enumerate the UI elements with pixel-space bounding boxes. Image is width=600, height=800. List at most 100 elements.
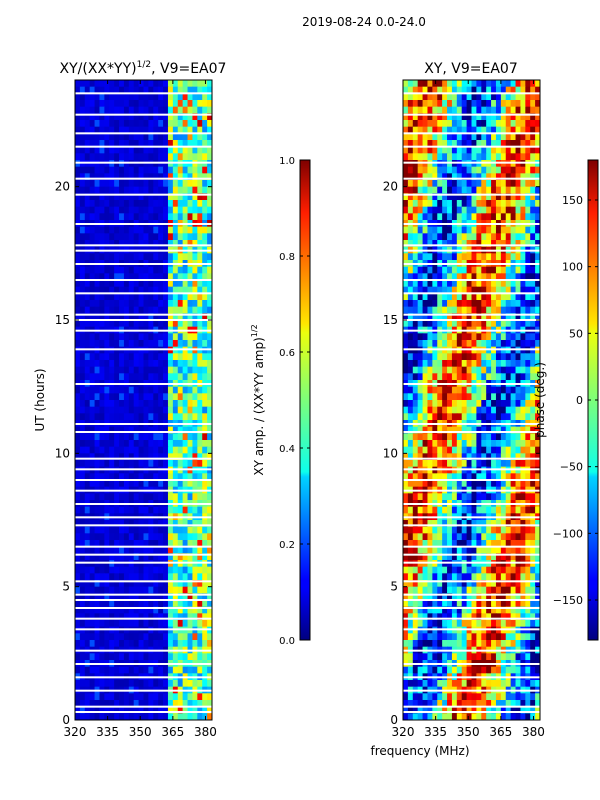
heatmap-cell [461,440,468,448]
heatmap-cell [153,286,159,294]
heatmap-cell [491,446,497,454]
heatmap-cell [505,86,512,94]
heatmap-cell [119,606,125,614]
heatmap-cell [466,493,473,501]
heatmap-cell [187,640,194,648]
heatmap-cell [138,266,145,274]
heatmap-cell [187,146,194,154]
heatmap-cell [133,226,140,234]
heatmap-cell [123,100,130,108]
heatmap-cell [163,373,169,381]
heatmap-cell [447,293,453,301]
heatmap-cell [491,306,497,314]
heatmap-cell [128,613,135,621]
heatmap-cell [510,520,517,528]
heatmap-cell [84,80,91,88]
heatmap-cell [104,306,110,314]
heatmap-cell [491,133,497,141]
heatmap-cell [197,413,203,421]
heatmap-cell [114,93,120,101]
flagged-row [75,479,212,481]
heatmap-cell [148,253,154,261]
heatmap-cell [197,593,203,601]
heatmap-cell [407,126,414,134]
heatmap-cell [207,593,212,601]
heatmap-cell [94,426,101,434]
heatmap-cell [510,153,517,161]
heatmap-cell [481,426,487,434]
heatmap-cell [75,240,81,248]
heatmap-cell [94,680,101,688]
heatmap-cell [177,573,184,581]
heatmap-cell [89,453,96,461]
heatmap-cell [207,133,212,141]
heatmap-cell [432,506,438,514]
flagged-row [75,649,212,652]
heatmap-cell [84,86,91,94]
heatmap-cell [138,300,145,308]
heatmap-cell [442,93,448,101]
heatmap-cell [133,600,140,608]
heatmap-cell [192,286,198,294]
heatmap-cell [104,233,110,241]
heatmap-cell [163,386,169,394]
heatmap-cell [525,453,531,461]
heatmap-cell [119,86,125,94]
heatmap-cell [202,453,208,461]
heatmap-cell [437,320,443,328]
heatmap-cell [500,200,507,208]
heatmap-cell [163,460,169,468]
heatmap-cell [417,320,424,328]
heatmap-cell [172,253,179,261]
heatmap-cell [520,120,526,128]
heatmap-cell [138,80,145,88]
heatmap-cell [94,580,101,588]
heatmap-cell [417,453,424,461]
heatmap-cell [495,146,502,154]
heatmap-cell [495,200,502,208]
heatmap-cell [192,426,198,434]
heatmap-cell [476,300,482,308]
heatmap-cell [451,93,458,101]
heatmap-cell [447,100,453,108]
heatmap-cell [143,653,149,661]
heatmap-cell [432,193,438,201]
heatmap-cell [417,280,424,288]
heatmap-cell [167,353,174,361]
heatmap-cell [481,566,487,574]
heatmap-cell [476,320,482,328]
heatmap-cell [500,460,507,468]
heatmap-cell [75,593,81,601]
heatmap-cell [207,333,212,341]
heatmap-cell [412,460,419,468]
heatmap-cell [495,106,502,114]
heatmap-cell [481,226,487,234]
heatmap-cell [163,600,169,608]
heatmap-cell [138,613,145,621]
heatmap-cell [114,713,120,720]
heatmap-cell [114,666,120,674]
heatmap-cell [177,426,184,434]
heatmap-cell [158,520,164,528]
heatmap-cell [75,620,81,628]
heatmap-cell [172,146,179,154]
heatmap-cell [75,640,81,648]
heatmap-cell [84,706,91,714]
heatmap-cell [481,406,487,414]
heatmap-cell [133,300,140,308]
heatmap-cell [437,226,443,234]
heatmap-cell [158,106,164,114]
heatmap-cell [79,333,86,341]
heatmap-cell [437,546,443,554]
heatmap-cell [172,93,179,101]
heatmap-cell [456,593,463,601]
heatmap-cell [451,426,458,434]
heatmap-cell [138,593,145,601]
flagged-row [75,292,212,295]
heatmap-cell [148,306,154,314]
heatmap-cell [437,293,443,301]
heatmap-cell [437,360,443,368]
heatmap-cell [466,100,473,108]
heatmap-cell [515,133,522,141]
heatmap-cell [148,546,154,554]
